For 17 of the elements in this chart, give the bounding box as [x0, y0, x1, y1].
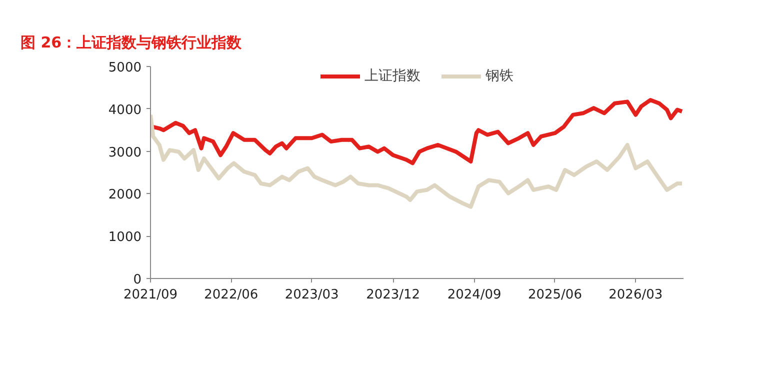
- x-tick-label: 2024/09: [447, 288, 502, 302]
- y-tick-label: 5000: [108, 60, 142, 76]
- chart-title: 图 26：上证指数与钢铁行业指数: [20, 34, 243, 52]
- y-tick-label: 3000: [108, 145, 142, 160]
- y-tick-label: 1000: [108, 230, 142, 246]
- x-tick-label: 2023/03: [284, 288, 339, 302]
- line-series: [150, 112, 684, 209]
- y-tick-label: 2000: [108, 188, 142, 203]
- legend-label: 上证指数: [364, 67, 420, 85]
- x-tick-label: 2023/12: [366, 288, 420, 302]
- x-tick-label: 2022/06: [204, 288, 258, 302]
- x-tick-label: 2026/03: [608, 288, 663, 302]
- legend-label: 钢铁: [486, 67, 514, 85]
- x-tick-label: 2025/06: [528, 288, 582, 302]
- x-tick-label: 2021/09: [123, 288, 178, 302]
- y-tick-label: 0: [133, 272, 142, 288]
- y-tick-label: 4000: [108, 102, 142, 118]
